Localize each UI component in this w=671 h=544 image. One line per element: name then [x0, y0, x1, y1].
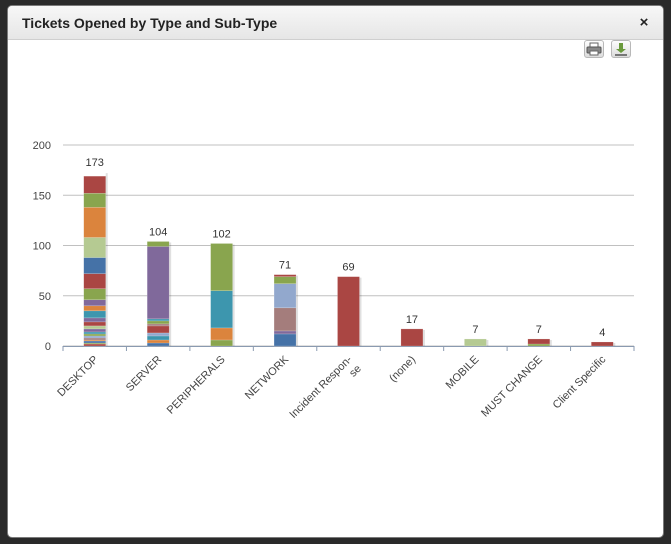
bar-segment: [146, 241, 170, 247]
bar-segment: [83, 321, 106, 327]
bar-segment: [273, 274, 297, 277]
x-tick-label-line: NETWORK: [243, 353, 292, 402]
x-tick-label: DESKTOP: [55, 354, 101, 400]
bar-segment: [146, 323, 170, 327]
bar-segment: [146, 335, 170, 341]
bar-segment: [83, 333, 106, 337]
x-tick-label-line: MUST CHANGE: [479, 354, 545, 420]
bar-segment: [210, 243, 233, 291]
bar-segment: [273, 283, 297, 309]
bar-segment: [83, 299, 106, 307]
bar-shadow: [549, 339, 552, 346]
bar-segment: [146, 325, 170, 334]
y-tick-label: 100: [33, 241, 51, 253]
bar-segment: [83, 331, 106, 335]
x-tick-label-line: SERVER: [124, 354, 164, 394]
y-tick-label: 150: [33, 190, 51, 202]
y-tick-label: 200: [33, 140, 51, 152]
chart-dialog: Tickets Opened by Type and Sub-Type × 0 5…: [7, 5, 664, 538]
bar-segment: [83, 273, 106, 289]
bar-segment: [210, 327, 233, 341]
printer-icon: [586, 42, 602, 56]
x-tick-label: (none): [387, 354, 418, 385]
print-button[interactable]: [584, 40, 604, 58]
bar-segment: [210, 339, 233, 347]
bar-segment: [83, 310, 106, 319]
bar-segment: [83, 257, 106, 274]
bar-shadow: [422, 329, 425, 346]
bar-shadow: [486, 339, 489, 346]
bar-segment: [146, 320, 170, 325]
dialog-title: Tickets Opened by Type and Sub-Type: [22, 14, 278, 31]
x-tick-label-line: PERIPHERALS: [165, 354, 228, 417]
x-tick-label-line: (none): [387, 354, 418, 385]
x-tick-label: Client Specific: [551, 353, 609, 411]
bar-segment: [83, 340, 106, 344]
bar-segment: [527, 343, 551, 347]
stacked-bar-chart: 0 50 100 150 200 173 DESKTOP 104 SERVER 102 PERIPH…: [33, 140, 635, 430]
x-tick-label: SERVER: [124, 354, 164, 394]
x-tick-label: PERIPHERALS: [165, 354, 228, 417]
bar-segment: [83, 305, 106, 312]
bar-segment: [400, 328, 424, 347]
bar-segment: [146, 342, 170, 347]
bar-total-label: 69: [342, 262, 354, 274]
bar-segment: [273, 276, 297, 284]
bar-segment: [146, 246, 170, 320]
download-button[interactable]: [611, 40, 631, 58]
y-tick-label: 50: [39, 291, 51, 303]
bar-segment: [83, 175, 106, 194]
bar-segment: [83, 207, 106, 238]
bar-segment: [527, 338, 551, 345]
x-tick-label-line: Incident Respon-: [287, 353, 355, 421]
bar-total-label: 173: [86, 157, 104, 169]
bar-segment: [83, 325, 106, 330]
bar-segment: [83, 288, 106, 301]
bar-total-label: 7: [536, 324, 542, 336]
close-icon[interactable]: ×: [639, 13, 649, 31]
bar-segment: [591, 341, 614, 347]
bar-shadow: [232, 244, 235, 346]
x-tick-label: MUST CHANGE: [479, 354, 545, 420]
bar-segment: [83, 317, 106, 323]
bar-segment: [146, 332, 170, 337]
bar-segment: [146, 339, 170, 344]
bar-total-label: 7: [472, 324, 478, 336]
x-tick-label-line: DESKTOP: [55, 354, 101, 400]
x-tick-label: NETWORK: [243, 353, 292, 402]
bar-segment: [464, 338, 487, 347]
bar-segment: [146, 318, 170, 322]
bar-shadow: [359, 277, 362, 346]
bar-segment: [273, 330, 297, 335]
bar-segment: [83, 343, 106, 347]
x-tick-label-line: Client Specific: [551, 353, 609, 411]
x-tick-label: MOBILE: [444, 354, 482, 392]
bar-segment: [83, 192, 106, 208]
bar-total-label: 4: [599, 327, 605, 339]
bar-segment: [83, 337, 106, 341]
x-tick-label-line: MOBILE: [444, 354, 482, 392]
y-tick-label: 0: [45, 341, 51, 353]
bar-total-label: 71: [279, 260, 291, 272]
x-tick-label: Incident Respon-se: [287, 353, 364, 430]
bar-shadow: [169, 242, 172, 346]
bar-segment: [337, 276, 360, 347]
bar-total-label: 102: [212, 228, 230, 240]
bar-total-label: 104: [149, 226, 167, 238]
bar-shadow: [613, 342, 616, 346]
bar-segment: [83, 237, 106, 258]
bar-segment: [83, 335, 106, 339]
bar-total-label: 17: [406, 314, 418, 326]
bar-shadow: [296, 275, 299, 346]
bar-shadow: [105, 173, 108, 346]
download-icon: [615, 43, 627, 56]
bar-segment: [83, 328, 106, 333]
bar-segment: [273, 333, 297, 347]
dialog-header: Tickets Opened by Type and Sub-Type ×: [8, 6, 663, 40]
bar-segment: [273, 307, 297, 332]
bar-segment: [210, 290, 233, 329]
